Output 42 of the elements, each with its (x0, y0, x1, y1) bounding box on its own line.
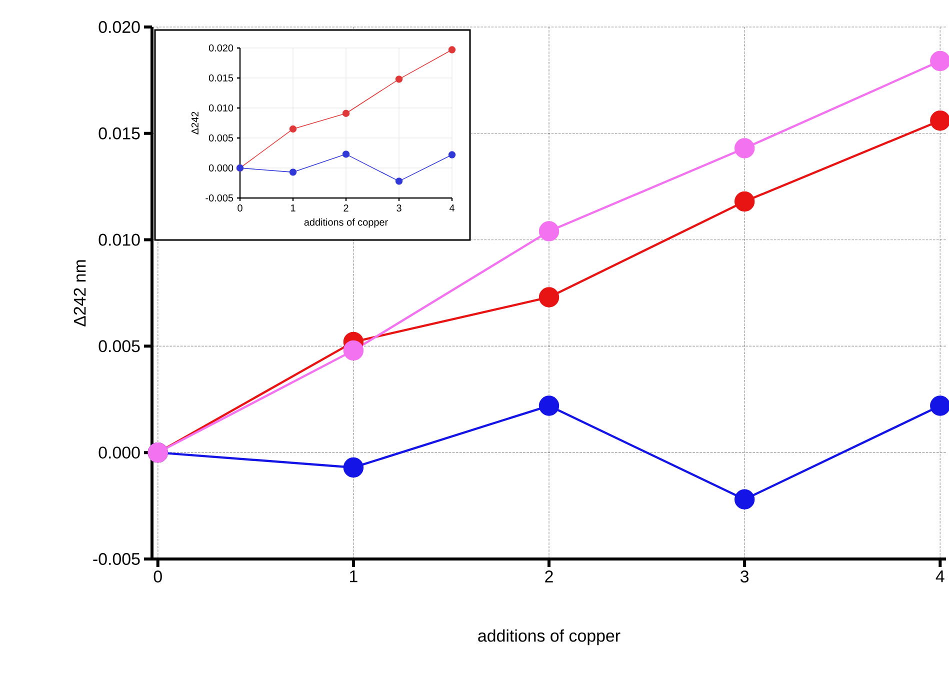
x-tick-label: 3 (740, 570, 749, 583)
y-tick-label: 0.020 (98, 20, 140, 33)
x-tick-label: 0 (154, 570, 162, 583)
y-tick-label: 0.010 (208, 104, 234, 112)
y-tick-label: 0.020 (208, 44, 234, 52)
x-tick-label: 2 (344, 204, 348, 212)
point (395, 178, 403, 185)
point (538, 287, 560, 308)
x-tick-label: 3 (396, 204, 402, 212)
point (289, 168, 297, 176)
x-tick-label: 1 (291, 204, 296, 212)
point (342, 150, 350, 158)
x-tick-label: 4 (449, 204, 454, 212)
x-tick-label: 4 (936, 570, 944, 582)
y-tick-label: -0.005 (206, 194, 234, 202)
x-tick-label: 2 (545, 570, 553, 582)
point (342, 110, 350, 117)
y-tick-label: 0.005 (98, 340, 140, 352)
y-tick-label: 0.015 (98, 127, 140, 140)
point (538, 396, 560, 416)
y-tick-label: -0.005 (93, 552, 140, 565)
y-tick-label: 0.010 (98, 234, 140, 246)
x-tick-label: 1 (350, 570, 358, 582)
y-axis-title: Δ242 nm (74, 260, 86, 326)
point (395, 76, 403, 83)
y-axis-title: Δ242 (191, 112, 198, 134)
x-axis-title: additions of copper (478, 629, 620, 646)
y-tick-label: 0.000 (208, 164, 234, 172)
point (734, 191, 755, 212)
y-tick-label: 0.000 (98, 446, 140, 459)
point (343, 340, 364, 361)
point (734, 489, 755, 510)
y-tick-label: 0.005 (208, 134, 234, 142)
point (448, 151, 456, 158)
point (538, 221, 560, 242)
point (289, 125, 297, 133)
x-tick-label: 0 (238, 204, 242, 212)
x-axis-title: additions of copper (304, 218, 388, 228)
y-tick-label: 0.015 (208, 74, 234, 82)
point (448, 46, 456, 54)
point (343, 457, 364, 478)
point (734, 138, 755, 158)
